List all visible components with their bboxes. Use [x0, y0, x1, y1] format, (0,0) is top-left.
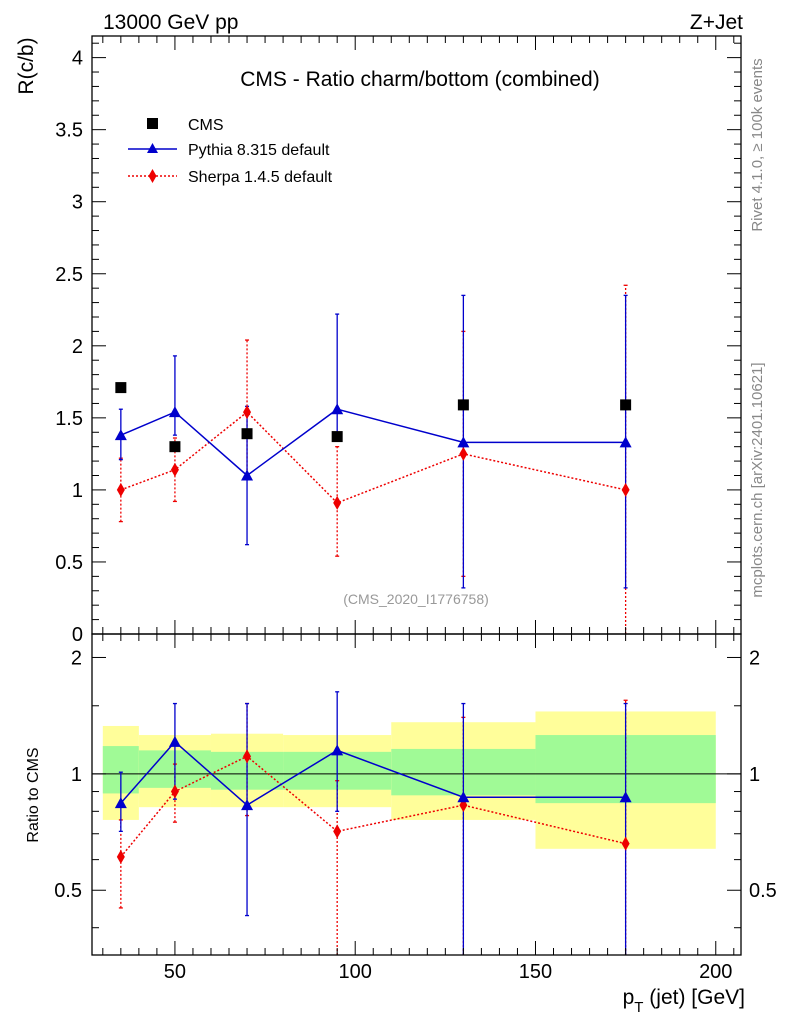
ratio-tick-label-left: 0.5 — [54, 880, 82, 902]
sherpa-series-line — [120, 411, 626, 504]
ratio-y-axis-title: Ratio to CMS — [25, 747, 42, 842]
process-label: Z+Jet — [690, 11, 743, 34]
pythia-ratio-point — [241, 799, 254, 811]
legend-cms-label: CMS — [188, 117, 224, 134]
sherpa-point — [333, 495, 342, 510]
ratio-uncertainty-bands — [102, 711, 716, 849]
sherpa-ratio-point — [170, 784, 179, 799]
sherpa-point — [170, 462, 179, 477]
cms-data-point — [331, 431, 343, 443]
mcplots-credit-label: mcplots.cern.ch [arXiv:2401.10621] — [749, 362, 766, 597]
sherpa-point — [243, 405, 252, 420]
legend-cms-marker — [147, 118, 158, 129]
y-tick-label: 3 — [72, 192, 83, 214]
pythia-point — [241, 469, 254, 481]
sherpa-point — [116, 482, 125, 497]
axes: 0 0.5 1 1.5 2 2.5 3 3.5 4 50 100 150 200 0.5 0.5 1 1 2 2 — [54, 35, 777, 983]
pythia-series-line — [120, 408, 626, 477]
cms-data-point — [241, 428, 253, 440]
cms-data-point — [457, 399, 469, 411]
pythia-ratio-point — [114, 797, 127, 809]
cms-data-point — [115, 382, 127, 394]
pythia-ratio-point — [168, 735, 181, 747]
ratio-panel-series — [114, 691, 632, 955]
pythia-ratio-point — [619, 791, 632, 803]
y-tick-label: 0 — [72, 624, 83, 646]
sherpa-ratio-point — [621, 836, 630, 851]
pythia-ratio-point — [457, 791, 470, 803]
x-axis-title: pT (jet) [GeV] — [623, 986, 745, 1016]
legend-pythia-marker — [147, 143, 158, 153]
x-tick-label: 100 — [339, 961, 372, 983]
y-tick-label: 4 — [72, 48, 83, 70]
x-axis-title-p: p — [623, 986, 635, 1009]
y-tick-label: 0.5 — [55, 552, 83, 574]
chart-title: CMS - Ratio charm/bottom (combined) — [240, 68, 599, 91]
ratio-tick-label-right: 0.5 — [749, 880, 777, 902]
pythia-point — [168, 406, 181, 418]
analysis-id-label: (CMS_2020_I1776758) — [343, 591, 489, 607]
y-tick-label: 3.5 — [55, 120, 83, 142]
pythia-point — [331, 403, 344, 415]
energy-label: 13000 GeV pp — [103, 11, 238, 34]
y-axis-title: R(c/b) — [15, 37, 38, 94]
legend: CMS Pythia 8.315 default Sherpa 1.4.5 de… — [128, 117, 333, 186]
pythia-ratio-point — [331, 744, 344, 756]
y-tick-label: 1 — [72, 480, 83, 502]
y-tick-label: 1.5 — [55, 408, 83, 430]
ratio-tick-label-left: 2 — [71, 647, 82, 669]
legend-pythia-label: Pythia 8.315 default — [188, 142, 330, 159]
pythia-point — [114, 429, 127, 441]
x-axis-title-rest: (jet) [GeV] — [643, 986, 745, 1009]
ratio-panel-frame — [91, 633, 742, 956]
x-axis-title-subscript: T — [634, 999, 643, 1016]
ratio-tick-label-right: 1 — [749, 764, 760, 786]
x-tick-label: 150 — [519, 961, 552, 983]
sherpa-ratio-point — [116, 849, 125, 864]
sherpa-point — [621, 482, 630, 497]
pythia-ratio-line — [120, 740, 626, 807]
ratio-tick-label-left: 1 — [71, 764, 82, 786]
sherpa-point — [459, 446, 468, 461]
cms-data-point — [169, 441, 181, 453]
x-tick-label: 50 — [164, 961, 186, 983]
cms-data-point — [620, 399, 632, 411]
main-panel-series — [114, 284, 632, 634]
legend-sherpa-label: Sherpa 1.4.5 default — [188, 169, 333, 186]
y-tick-label: 2 — [72, 336, 83, 358]
sherpa-ratio-point — [333, 824, 342, 839]
sherpa-ratio-point — [243, 749, 252, 764]
ratio-tick-label-right: 2 — [749, 647, 760, 669]
pythia-point — [619, 436, 632, 448]
y-tick-label: 2.5 — [55, 264, 83, 286]
pythia-point — [457, 436, 470, 448]
rivet-version-label: Rivet 4.1.0, ≥ 100k events — [749, 58, 766, 231]
x-tick-label: 200 — [699, 961, 732, 983]
legend-sherpa-marker — [148, 169, 157, 183]
